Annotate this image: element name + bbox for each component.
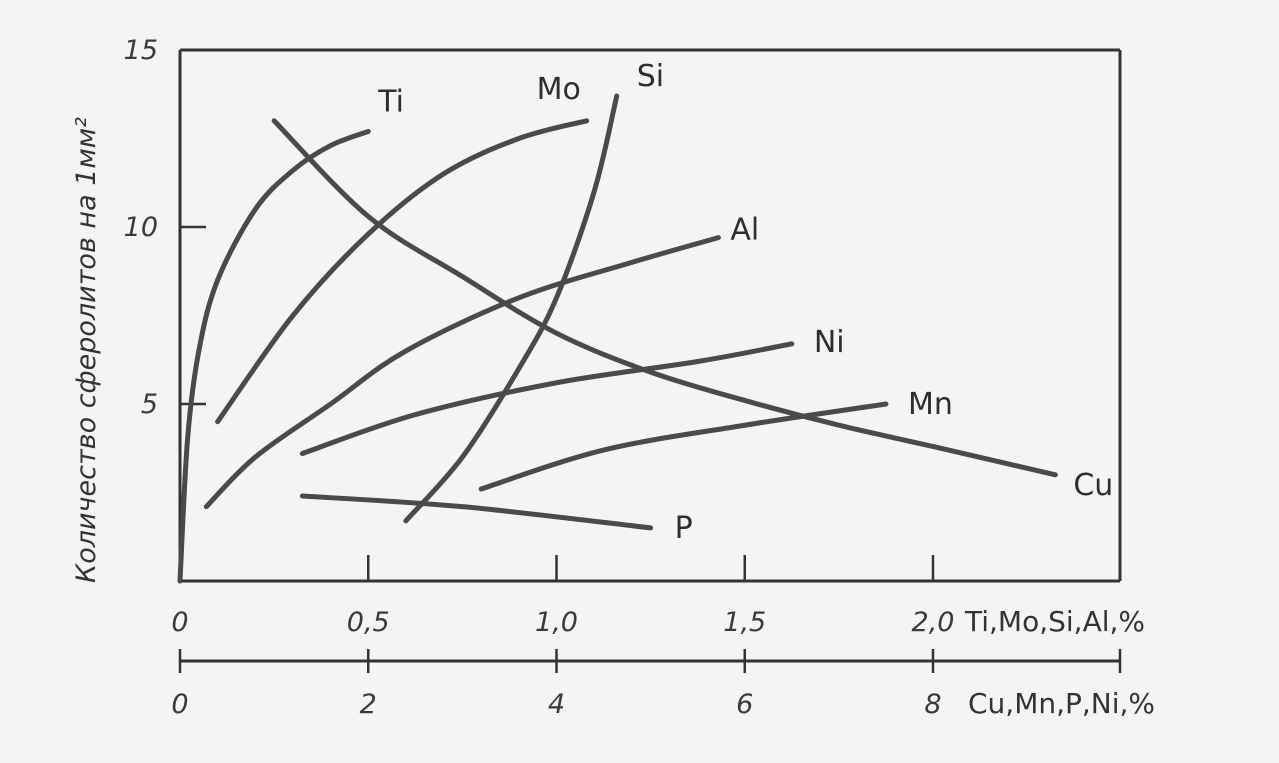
x-tick-label: 0 xyxy=(171,607,188,638)
x2-tick-label: 6 xyxy=(736,689,753,720)
x2-tick-label: 2 xyxy=(360,689,377,720)
x2-tick-label: 8 xyxy=(924,689,941,720)
series-labels: Ti Mo Si Al Ni Mn P Cu xyxy=(377,59,1113,546)
x-axis-label-secondary: Cu,Mn,P,Ni,% xyxy=(968,687,1155,720)
series-line-cu xyxy=(271,118,1058,478)
y-tick-label: 5 xyxy=(141,389,158,420)
series-line-ni xyxy=(299,341,795,457)
x-ticks: 0 0,5 1,0 1,5 2,0 0 2 4 6 8 xyxy=(171,555,1122,720)
x-axis-label-primary: Ti,Mo,Si,Al,% xyxy=(964,605,1145,638)
series-line-mo xyxy=(215,118,590,425)
x-tick-label: 0,5 xyxy=(347,607,390,638)
x2-tick-label: 4 xyxy=(548,689,565,720)
series-label-mn: Mn xyxy=(908,387,953,422)
series-line-si xyxy=(403,93,620,524)
y-tick-label: 10 xyxy=(124,212,158,243)
series-line-ti xyxy=(177,128,371,584)
x2-tick-label: 0 xyxy=(171,689,188,720)
x-tick-label: 2,0 xyxy=(912,607,955,638)
y-tick-label: 15 xyxy=(124,35,158,66)
y-axis-label: Количество сферолитов на 1мм² xyxy=(71,117,102,583)
y-ticks: 15 10 5 xyxy=(124,35,206,420)
x-tick-label: 1,5 xyxy=(723,607,766,638)
series-label-mo: Mo xyxy=(537,72,581,107)
series-label-p: P xyxy=(675,511,693,546)
series-line-p xyxy=(299,493,654,531)
series-curves xyxy=(177,93,1058,584)
series-line-mn xyxy=(478,401,889,492)
x-tick-label: 1,0 xyxy=(535,607,578,638)
series-label-ti: Ti xyxy=(377,84,404,119)
series-label-cu: Cu xyxy=(1073,468,1113,503)
plot-frame xyxy=(178,48,1122,663)
series-label-ni: Ni xyxy=(814,325,845,360)
series-label-si: Si xyxy=(637,59,664,94)
series-line-al xyxy=(203,235,721,510)
series-label-al: Al xyxy=(730,213,759,248)
